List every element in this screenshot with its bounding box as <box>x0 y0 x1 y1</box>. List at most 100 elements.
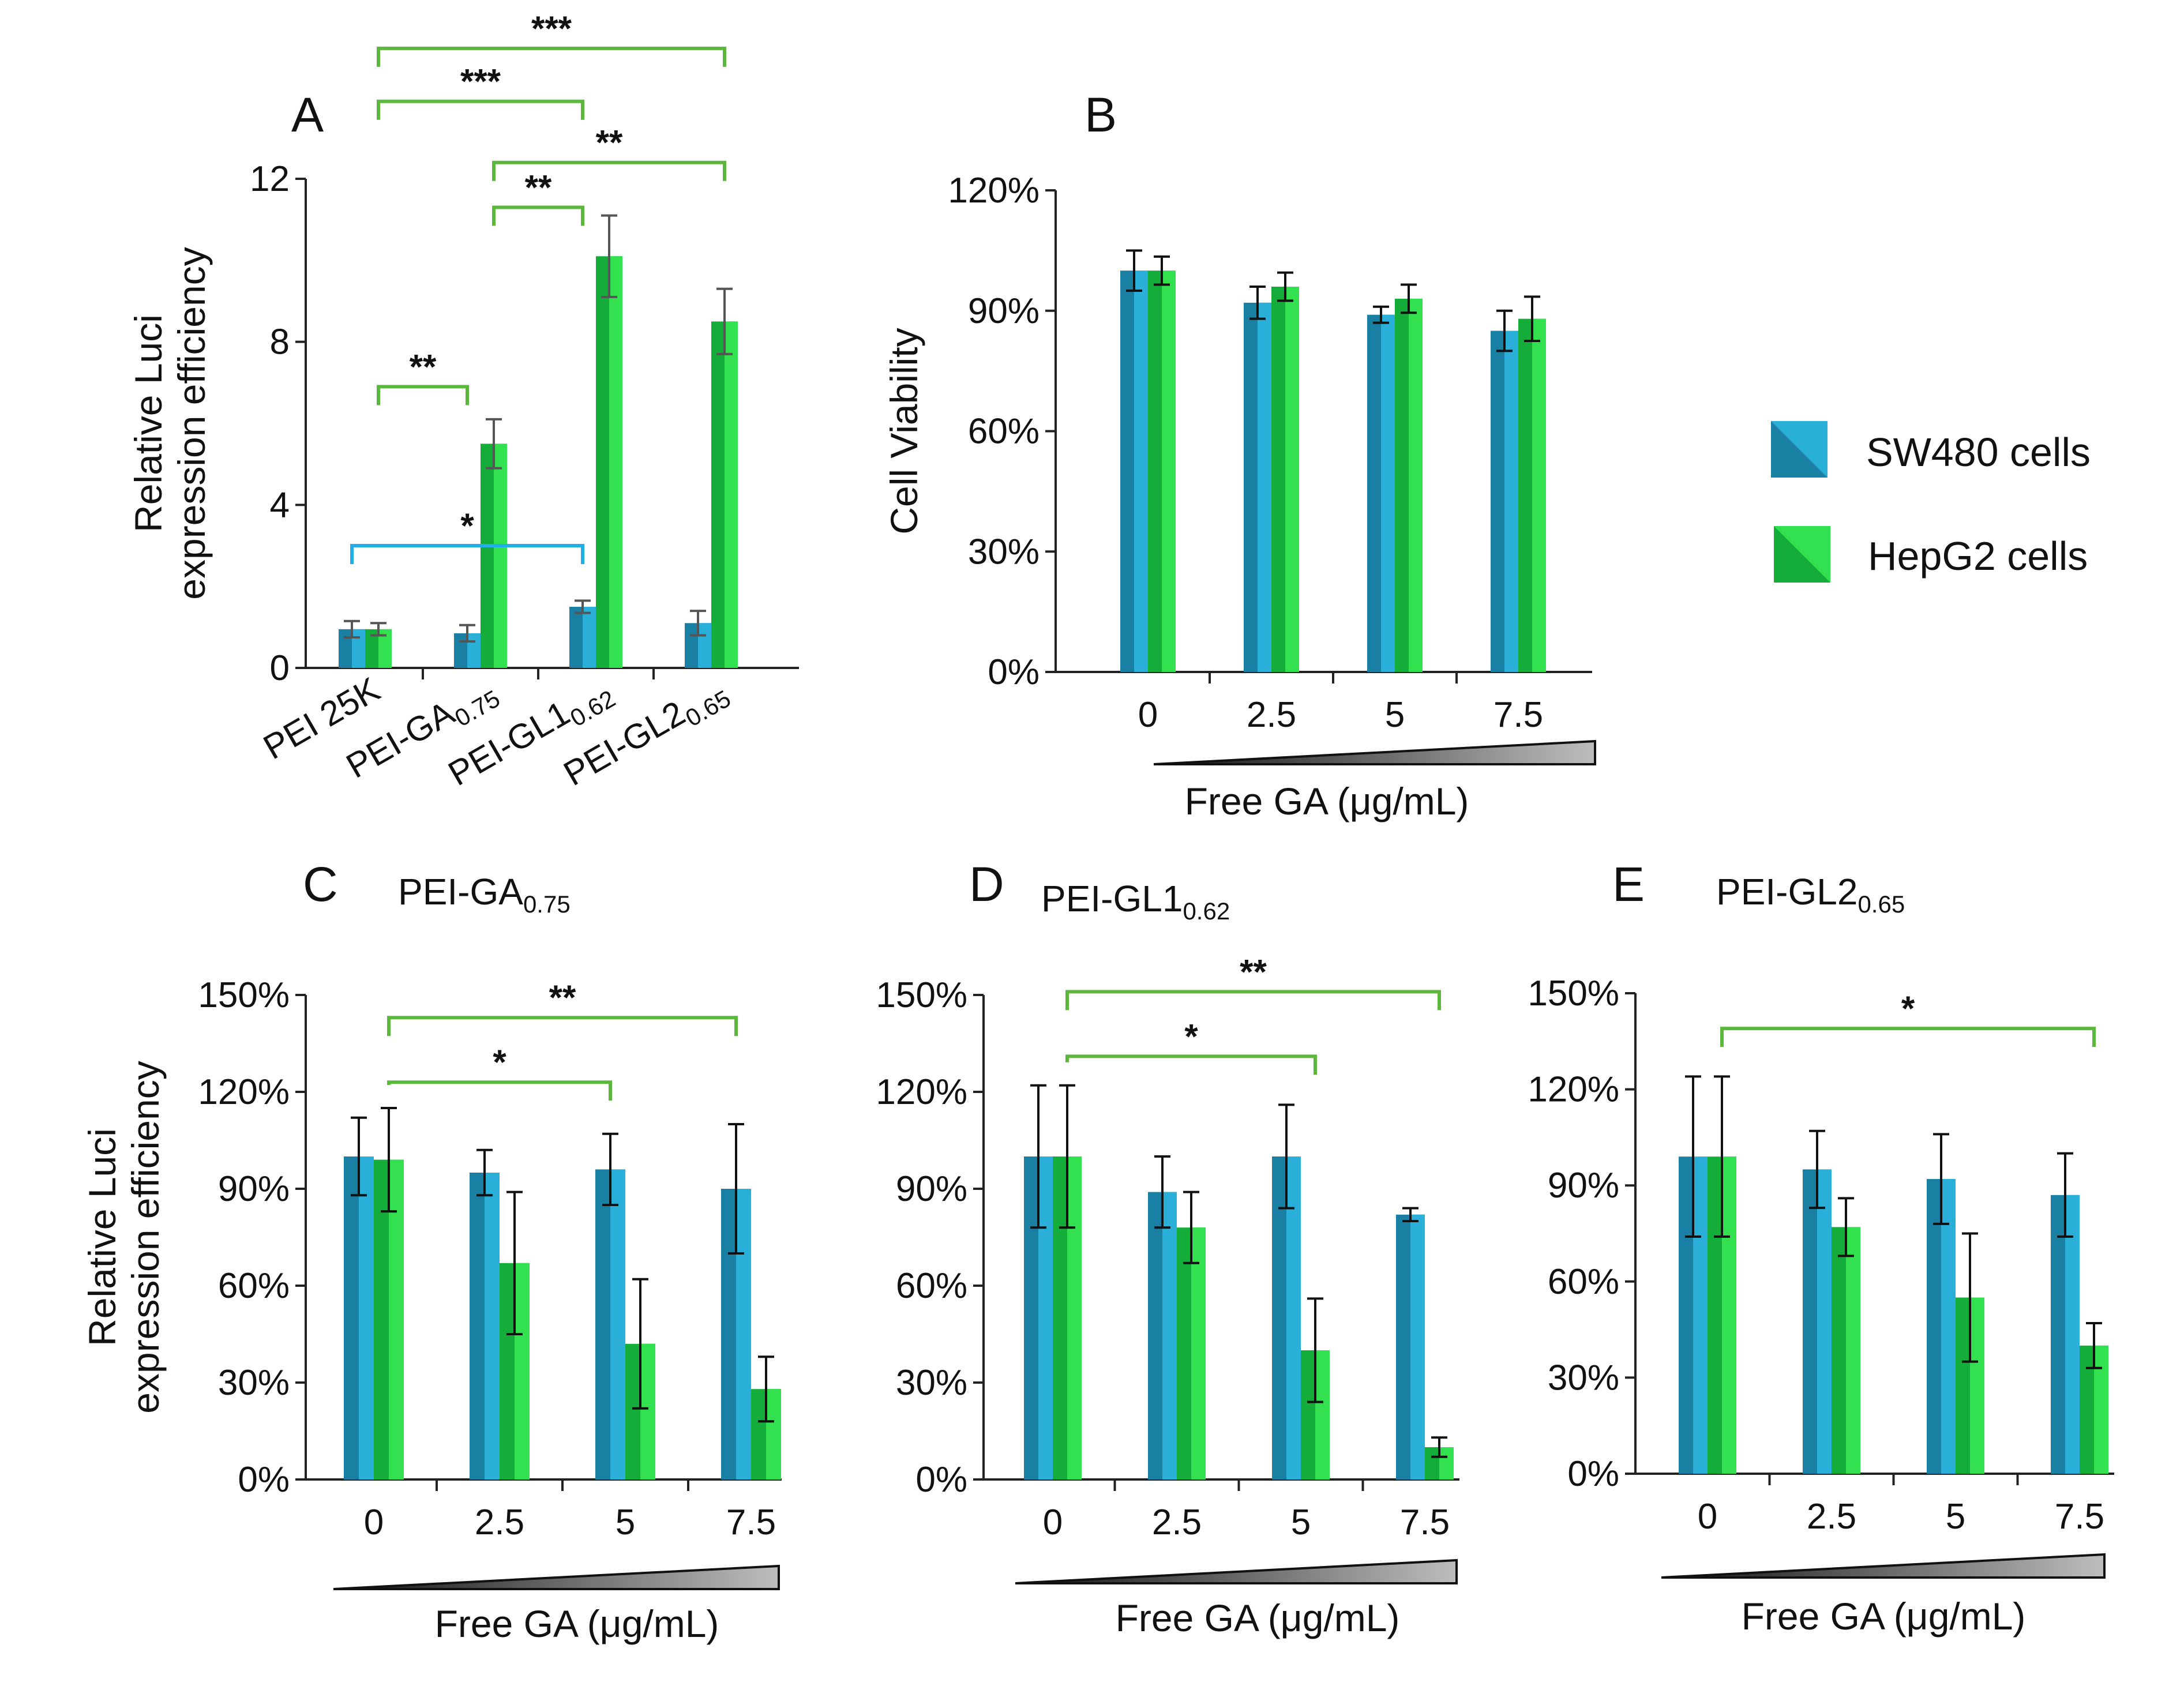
x-category-label: 5 <box>1385 695 1405 735</box>
significance-bracket <box>377 99 584 120</box>
bar-highlight <box>1817 1169 1832 1474</box>
significance-stars: * <box>1901 989 1915 1028</box>
significance-bracket <box>492 160 726 181</box>
y-tick-label: 4 <box>270 485 290 525</box>
bar-highlight <box>1381 314 1395 672</box>
y-tick-label: 150% <box>876 975 967 1015</box>
y-tick-label: 90% <box>896 1169 967 1209</box>
bar-highlight <box>359 1156 374 1479</box>
x-category-label: 7.5 <box>2055 1497 2104 1537</box>
bar-highlight <box>766 1389 781 1479</box>
x-category-label: 0 <box>1138 695 1158 735</box>
bar-highlight <box>2094 1345 2108 1474</box>
significance-bracket <box>1065 990 1441 1011</box>
y-tick-label: 0% <box>238 1460 290 1500</box>
x-category-label: 2.5 <box>475 1503 524 1542</box>
bar-highlight <box>1693 1156 1708 1474</box>
y-tick-label: 0% <box>1567 1454 1619 1494</box>
y-axis-title: Relative Luci <box>127 314 170 532</box>
concentration-wedge <box>1015 1558 1458 1584</box>
concentration-wedge <box>1153 739 1596 765</box>
bar-highlight <box>467 633 481 668</box>
y-tick-label: 150% <box>198 975 290 1015</box>
bar-highlight <box>736 1189 751 1479</box>
bar-highlight <box>1191 1227 1206 1479</box>
x-category-label: 7.5 <box>1493 695 1543 735</box>
panel-d: D PEI-GL10.62 0% 30% 60% 90% 120% 150% 0 2.5 5 7.5 F… <box>876 857 1459 1639</box>
bar-highlight <box>1941 1179 1956 1474</box>
x-axis-title: Free GA (μg/mL) <box>1185 780 1469 823</box>
x-category-label: 5 <box>616 1503 635 1542</box>
bar-highlight <box>389 1159 404 1479</box>
significance-bracket <box>387 1016 738 1036</box>
y-tick-label: 150% <box>1528 974 1619 1013</box>
x-category-label: 2.5 <box>1247 695 1296 735</box>
bar-highlight <box>1532 318 1546 672</box>
bar-highlight <box>610 1169 625 1479</box>
significance-bracket <box>1065 1054 1317 1075</box>
x-axis-title: Free GA (μg/mL) <box>1742 1595 2026 1638</box>
x-category-label: 7.5 <box>726 1503 776 1542</box>
bar-highlight <box>1038 1156 1053 1479</box>
panel-subtitle: PEI-GL20.65 <box>1716 871 1905 918</box>
x-axis-title: Free GA (μg/mL) <box>435 1602 719 1645</box>
legend-swatch-sw480-facet <box>1771 421 1799 478</box>
bar-highlight <box>1439 1447 1454 1479</box>
bar-highlight <box>698 623 711 668</box>
significance-stars: ** <box>596 123 623 162</box>
y-tick-label: 30% <box>896 1363 967 1403</box>
y-tick-label: 120% <box>1528 1070 1619 1110</box>
significance-bracket <box>377 46 726 67</box>
significance-bracket <box>1720 1027 2096 1047</box>
bar-highlight <box>352 629 365 668</box>
panel-label: A <box>291 88 324 142</box>
concentration-wedge <box>333 1564 780 1590</box>
y-axis-title: Cell Viability <box>883 328 925 534</box>
bar-highlight <box>515 1263 530 1479</box>
significance-stars: ** <box>525 168 552 206</box>
bar-highlight <box>1315 1350 1330 1479</box>
y-tick-label: 60% <box>1548 1262 1619 1302</box>
legend-swatch-hepg2-facet <box>1774 526 1802 583</box>
bar-highlight <box>609 256 622 668</box>
y-axis-title-line2: expression efficiency <box>124 1061 167 1413</box>
significance-stars: ** <box>410 347 437 386</box>
x-category-label: 5 <box>1291 1503 1311 1542</box>
y-tick-label: 30% <box>1548 1358 1619 1398</box>
panel-label: D <box>969 857 1004 911</box>
x-category-label: 2.5 <box>1152 1503 1202 1542</box>
significance-bracket <box>377 385 469 405</box>
y-tick-label: 90% <box>968 291 1040 331</box>
y-tick-label: 30% <box>218 1363 290 1403</box>
y-axis-title-line2: expression efficiency <box>170 247 213 599</box>
y-tick-label: 0 <box>270 648 290 688</box>
y-tick-label: 0% <box>988 652 1040 692</box>
bar-highlight <box>1970 1297 1984 1474</box>
significance-stars: ** <box>549 978 576 1017</box>
y-tick-label: 90% <box>218 1169 290 1209</box>
legend: SW480 cells HepG2 cells <box>1771 421 2091 583</box>
significance-stars: *** <box>460 62 501 101</box>
panel-c: C PEI-GA0.75 0% 30% 60% 90% 120% 150% 0 2.5 5 7.5 Fr… <box>81 857 782 1645</box>
legend-swatch-hepg2-facet <box>1774 554 1830 583</box>
significance-bracket <box>350 544 584 564</box>
concentration-wedge <box>1661 1553 2106 1579</box>
y-tick-label: 8 <box>270 322 290 362</box>
bar-highlight <box>1067 1156 1082 1479</box>
legend-label-hepg2: HepG2 cells <box>1868 534 2088 579</box>
y-axis-title: Relative Luci <box>81 1128 123 1346</box>
panel-label: B <box>1085 88 1117 142</box>
y-tick-label: 60% <box>896 1266 967 1306</box>
bar-highlight <box>378 629 392 668</box>
bar-highlight <box>1162 1192 1177 1479</box>
panel-b: B 0% 30% 60% 90% 120% 0 2.5 5 7.5 Free GA (μg/mL) C… <box>883 88 1596 823</box>
bar-highlight <box>640 1343 655 1479</box>
y-tick-label: 60% <box>968 412 1040 452</box>
x-category-label: 7.5 <box>1400 1503 1450 1542</box>
significance-stars: * <box>1184 1017 1198 1056</box>
significance-stars: ** <box>1240 952 1267 991</box>
significance-bracket <box>387 1080 612 1101</box>
legend-swatch-sw480-facet <box>1771 449 1827 478</box>
